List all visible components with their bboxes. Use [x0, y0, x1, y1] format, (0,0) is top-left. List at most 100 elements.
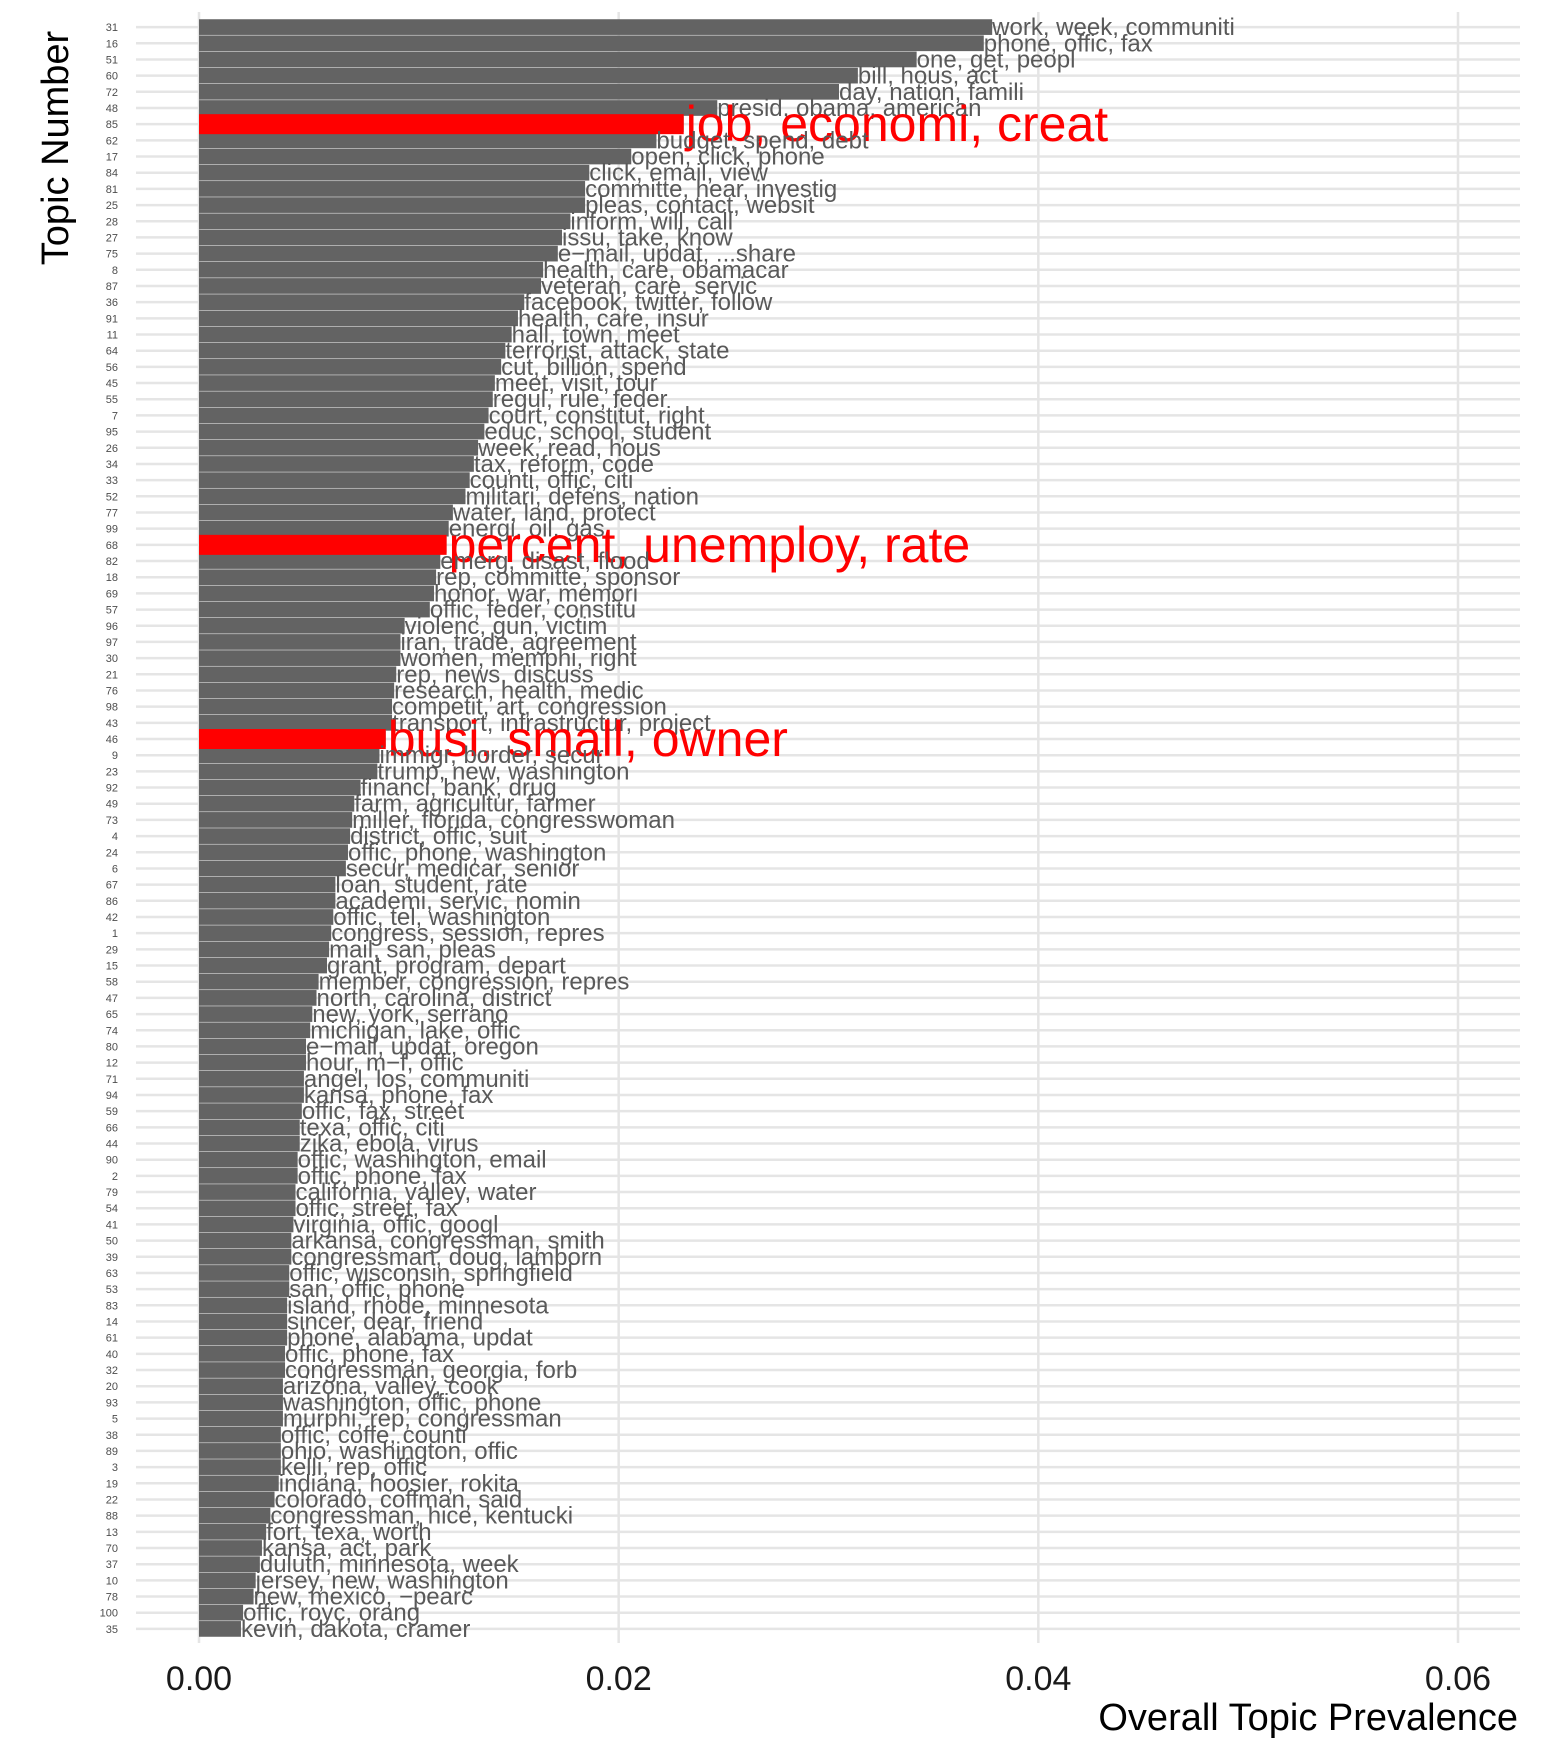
y-tick-label: 78: [106, 1592, 118, 1604]
highlight-label-topic-85: job, economi, creat: [684, 96, 1109, 152]
y-tick-label: 19: [106, 1478, 118, 1490]
bar-label-topic-17: open, click, phone: [631, 144, 824, 171]
bar-topic-47: [199, 990, 317, 1006]
bar-topic-38: [199, 1426, 281, 1443]
y-tick-label: 52: [106, 491, 118, 503]
y-tick-label: 21: [106, 669, 118, 681]
bar-topic-40: [199, 1346, 286, 1362]
y-tick-labels: 3116516072488562178481252827758873691116…: [100, 22, 118, 1636]
bar-topic-45: [199, 375, 495, 391]
bar-label-topic-24: offic, phone, washington: [348, 839, 606, 866]
bar-label-topic-64: terrorist, attack, state: [505, 338, 729, 365]
bar-label-topic-54: offic, street, fax: [296, 1195, 458, 1222]
y-tick-label: 22: [106, 1494, 118, 1506]
bar-label-topic-69: honor, war, memori: [434, 580, 638, 607]
bar-topic-52: [199, 488, 466, 505]
bar-topic-80: [199, 1038, 307, 1055]
y-tick-label: 65: [106, 1009, 118, 1021]
y-tick-label: 13: [106, 1527, 118, 1539]
y-tick-label: 36: [106, 297, 118, 309]
bar-label-topic-10: jersey, new, washington: [255, 1567, 509, 1594]
bar-topic-62: [199, 132, 657, 149]
bar-label-topic-93: washington, offic, phone: [282, 1389, 541, 1416]
bar-topic-10: [199, 1572, 256, 1589]
bar-topic-9: [199, 747, 380, 764]
y-tick-label: 14: [106, 1316, 118, 1328]
bar-label-topic-57: offic, feder, constitu: [430, 597, 636, 624]
bar-topic-76: [199, 682, 395, 699]
bar-label-topic-56: cut, billion, spend: [501, 354, 686, 381]
bar-label-topic-16: phone, offic, fax: [984, 30, 1153, 57]
bar-label-topic-95: educ, school, student: [484, 419, 711, 446]
bar-label-topic-44: zika, ebola, virus: [300, 1131, 479, 1158]
bar-label-topic-19: indiana, hoosier, rokita: [279, 1470, 520, 1497]
y-tick-label: 46: [106, 734, 118, 746]
bar-label-topic-92: financi, bank, drug: [361, 775, 557, 802]
bar-label-topic-61: phone, alabama, updat: [287, 1325, 533, 1352]
bar-label-topic-66: texa, offic, citi: [300, 1114, 445, 1141]
bar-topic-6: [199, 860, 346, 877]
bar-label-topic-55: regul, rule, feder: [493, 386, 668, 413]
bar-label-topic-86: academi, servic, nomin: [335, 888, 580, 915]
y-tick-label: 27: [106, 232, 118, 244]
bar-label-topic-91: health, care, insur: [518, 305, 709, 332]
y-tick-label: 89: [106, 1446, 118, 1458]
y-tick-label: 15: [106, 961, 118, 973]
bar-label-topic-4: district, offic, suit: [350, 823, 527, 850]
y-tick-label: 5: [112, 1414, 118, 1426]
y-tick-label: 4: [112, 831, 118, 843]
y-tick-label: 73: [106, 815, 118, 827]
y-tick-label: 61: [106, 1333, 118, 1345]
bar-label-topic-9: immigr, border, secur: [379, 742, 603, 769]
bar-label-topic-74: michigan, lake, offic: [310, 1017, 520, 1044]
y-tick-label: 9: [112, 750, 118, 762]
bar-topic-71: [199, 1070, 304, 1087]
y-tick-label: 99: [106, 524, 118, 536]
bar-topic-24: [199, 844, 348, 861]
y-tick-label: 47: [106, 993, 118, 1005]
y-tick-label: 95: [106, 427, 118, 439]
y-tick-label: 97: [106, 637, 118, 649]
y-tick-label: 92: [106, 783, 118, 795]
bar-label-topic-100: offic, royc, orang: [243, 1600, 420, 1627]
highlight-bar-topic-46: [199, 729, 386, 750]
bar-topic-15: [199, 957, 327, 974]
y-tick-label: 96: [106, 621, 118, 633]
bar-topic-27: [199, 229, 563, 246]
bar-topic-48: [199, 100, 718, 116]
bar-topic-44: [199, 1135, 300, 1152]
y-tick-label: 11: [107, 330, 118, 342]
bar-topic-11: [199, 326, 512, 343]
y-tick-label: 59: [106, 1106, 118, 1118]
bar-label-topic-13: fort, texa, worth: [266, 1519, 431, 1546]
bar-topic-64: [199, 342, 506, 359]
bar-label-topic-25: pleas, contact, websit: [585, 192, 815, 219]
bar-topic-84: [199, 164, 590, 181]
y-tick-label: 71: [106, 1074, 118, 1086]
bar-topic-50: [199, 1232, 292, 1249]
bar-topic-25: [199, 197, 586, 213]
bar-label-topic-42: offic, tel, washington: [333, 904, 550, 931]
y-tick-label: 60: [106, 71, 118, 83]
bar-topic-53: [199, 1281, 290, 1297]
y-tick-label: 25: [106, 200, 118, 212]
bar-label-topic-11: hall, town, meet: [512, 322, 680, 349]
bar-topic-73: [199, 812, 353, 828]
x-tick-label: 0.06: [1425, 1660, 1491, 1698]
y-tick-label: 28: [106, 216, 118, 228]
y-tick-label: 54: [106, 1203, 118, 1215]
bar-label-topic-59: offic, fax, street: [302, 1098, 465, 1125]
y-tick-label: 44: [106, 1139, 118, 1151]
bar-label-topic-77: water, land, protect: [452, 499, 656, 526]
bar-topic-57: [199, 601, 430, 618]
bar-label-topic-82: emerg, disast, flood: [440, 548, 649, 575]
bar-label-topic-12: hour, m−f, offic: [306, 1050, 464, 1077]
bar-label-topic-20: arizona, valley, cook: [283, 1373, 500, 1400]
y-tick-label: 58: [106, 977, 118, 989]
bar-label-topic-53: san, offic, phone: [289, 1276, 465, 1303]
y-tick-label: 66: [106, 1122, 118, 1134]
y-tick-label: 100: [100, 1608, 118, 1620]
bar-label-topic-90: offic, washington, email: [298, 1147, 547, 1174]
bar-label-topic-32: congressman, georgia, forb: [285, 1357, 577, 1384]
